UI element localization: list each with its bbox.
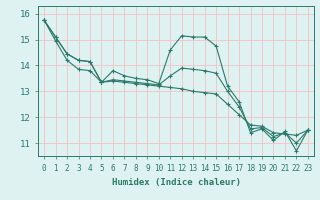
X-axis label: Humidex (Indice chaleur): Humidex (Indice chaleur): [111, 178, 241, 187]
